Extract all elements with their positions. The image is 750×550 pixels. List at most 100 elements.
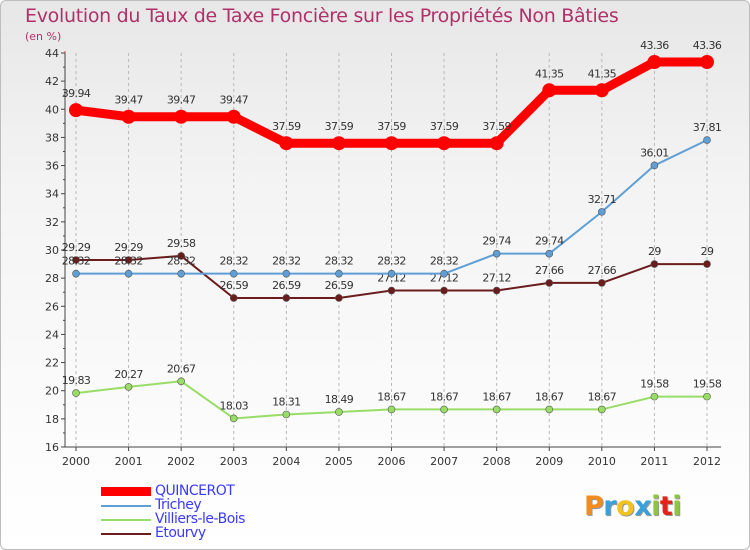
data-label: 29.58 [167, 237, 196, 250]
logo-letter: i [651, 491, 660, 522]
data-point [440, 405, 448, 414]
logo-letter: P [584, 491, 604, 522]
data-point [124, 256, 133, 264]
data-point [492, 405, 501, 414]
y-tick-label: 28 [45, 272, 59, 285]
data-label: 37.59 [377, 120, 406, 133]
data-label: 29.29 [114, 241, 143, 254]
data-label: 26.59 [220, 279, 249, 292]
data-point [282, 269, 291, 278]
data-point [387, 405, 396, 414]
x-tick-label: 2000 [62, 455, 90, 468]
x-tick-label: 2011 [640, 455, 668, 468]
data-label: 39.47 [167, 94, 196, 107]
data-label: 18.67 [430, 390, 459, 403]
data-label: 28.32 [62, 255, 91, 268]
y-tick-label: 24 [45, 328, 59, 341]
data-label: 43.36 [640, 39, 669, 52]
x-tick-label: 2008 [483, 455, 511, 468]
y-tick-label: 38 [45, 131, 59, 144]
y-tick-label: 16 [45, 441, 59, 454]
data-point [542, 83, 557, 98]
data-point [700, 55, 714, 70]
data-point [72, 389, 80, 397]
data-label: 26.59 [272, 279, 301, 292]
data-label: 28.32 [377, 255, 406, 268]
x-tick-label: 2006 [378, 455, 406, 468]
data-point [335, 269, 343, 278]
data-label: 29 [701, 245, 714, 258]
y-tick-label: 34 [45, 188, 59, 201]
data-label: 27.66 [535, 264, 564, 277]
y-tick-label: 44 [45, 47, 59, 60]
y-tick-label: 30 [45, 244, 59, 257]
logo-letter: r [603, 491, 617, 522]
data-point [174, 109, 189, 124]
data-point [703, 260, 711, 268]
data-point [489, 136, 504, 151]
data-label: 18.67 [535, 390, 564, 403]
data-label: 19.58 [693, 378, 722, 391]
data-label: 28.32 [220, 255, 249, 268]
data-point [177, 377, 185, 386]
data-point [177, 252, 185, 260]
y-tick-label: 18 [45, 413, 59, 426]
x-tick-label: 2009 [535, 455, 563, 468]
data-label: 20.67 [167, 362, 196, 375]
data-point [229, 269, 238, 278]
data-label: 18.31 [272, 395, 301, 408]
x-tick-label: 2012 [693, 455, 721, 468]
data-label: 37.59 [430, 120, 459, 133]
data-label: 36.01 [640, 146, 669, 159]
logo-letter: t [659, 491, 673, 522]
x-tick-label: 2003 [220, 455, 248, 468]
logo-letter: x [634, 491, 652, 522]
legend-swatch-quincerot [101, 487, 151, 496]
x-tick-label: 2007 [430, 455, 458, 468]
y-tick-label: 22 [45, 357, 59, 370]
data-point [650, 260, 659, 268]
data-point [440, 286, 448, 295]
data-point [598, 208, 606, 216]
data-label: 29.29 [62, 241, 91, 254]
data-point [594, 83, 609, 98]
data-point [598, 405, 606, 414]
data-label: 27.66 [588, 264, 617, 277]
data-label: 28.32 [430, 255, 459, 268]
y-tick-label: 32 [45, 216, 59, 229]
data-point [387, 286, 396, 295]
y-tick-label: 20 [45, 385, 59, 398]
data-point [331, 136, 346, 151]
chart-subtitle: (en %) [25, 30, 62, 43]
data-point [703, 136, 711, 144]
y-tick-label: 42 [45, 75, 59, 88]
data-point [279, 136, 294, 151]
data-point [229, 414, 238, 423]
data-label: 37.59 [482, 120, 511, 133]
data-label: 27.12 [377, 272, 406, 285]
data-point [545, 249, 554, 258]
data-point [650, 392, 659, 401]
data-point [72, 256, 80, 264]
data-label: 37.81 [693, 121, 722, 134]
data-label: 19.83 [62, 374, 91, 387]
data-point [545, 405, 554, 414]
data-label: 20.27 [114, 368, 143, 381]
data-point [647, 55, 662, 70]
data-point [650, 161, 659, 170]
x-tick-label: 2001 [115, 455, 143, 468]
data-point [335, 408, 343, 416]
data-label: 28.32 [114, 255, 143, 268]
data-point [282, 410, 291, 419]
x-tick-label: 2004 [272, 455, 300, 468]
data-point [124, 383, 133, 391]
data-point [492, 249, 501, 258]
data-label: 18.49 [325, 393, 354, 406]
data-label: 29.74 [535, 235, 564, 248]
data-point [545, 279, 554, 287]
data-label: 32.71 [588, 193, 617, 206]
data-label: 39.47 [220, 94, 249, 107]
legend-swatch-trichey [101, 505, 151, 507]
